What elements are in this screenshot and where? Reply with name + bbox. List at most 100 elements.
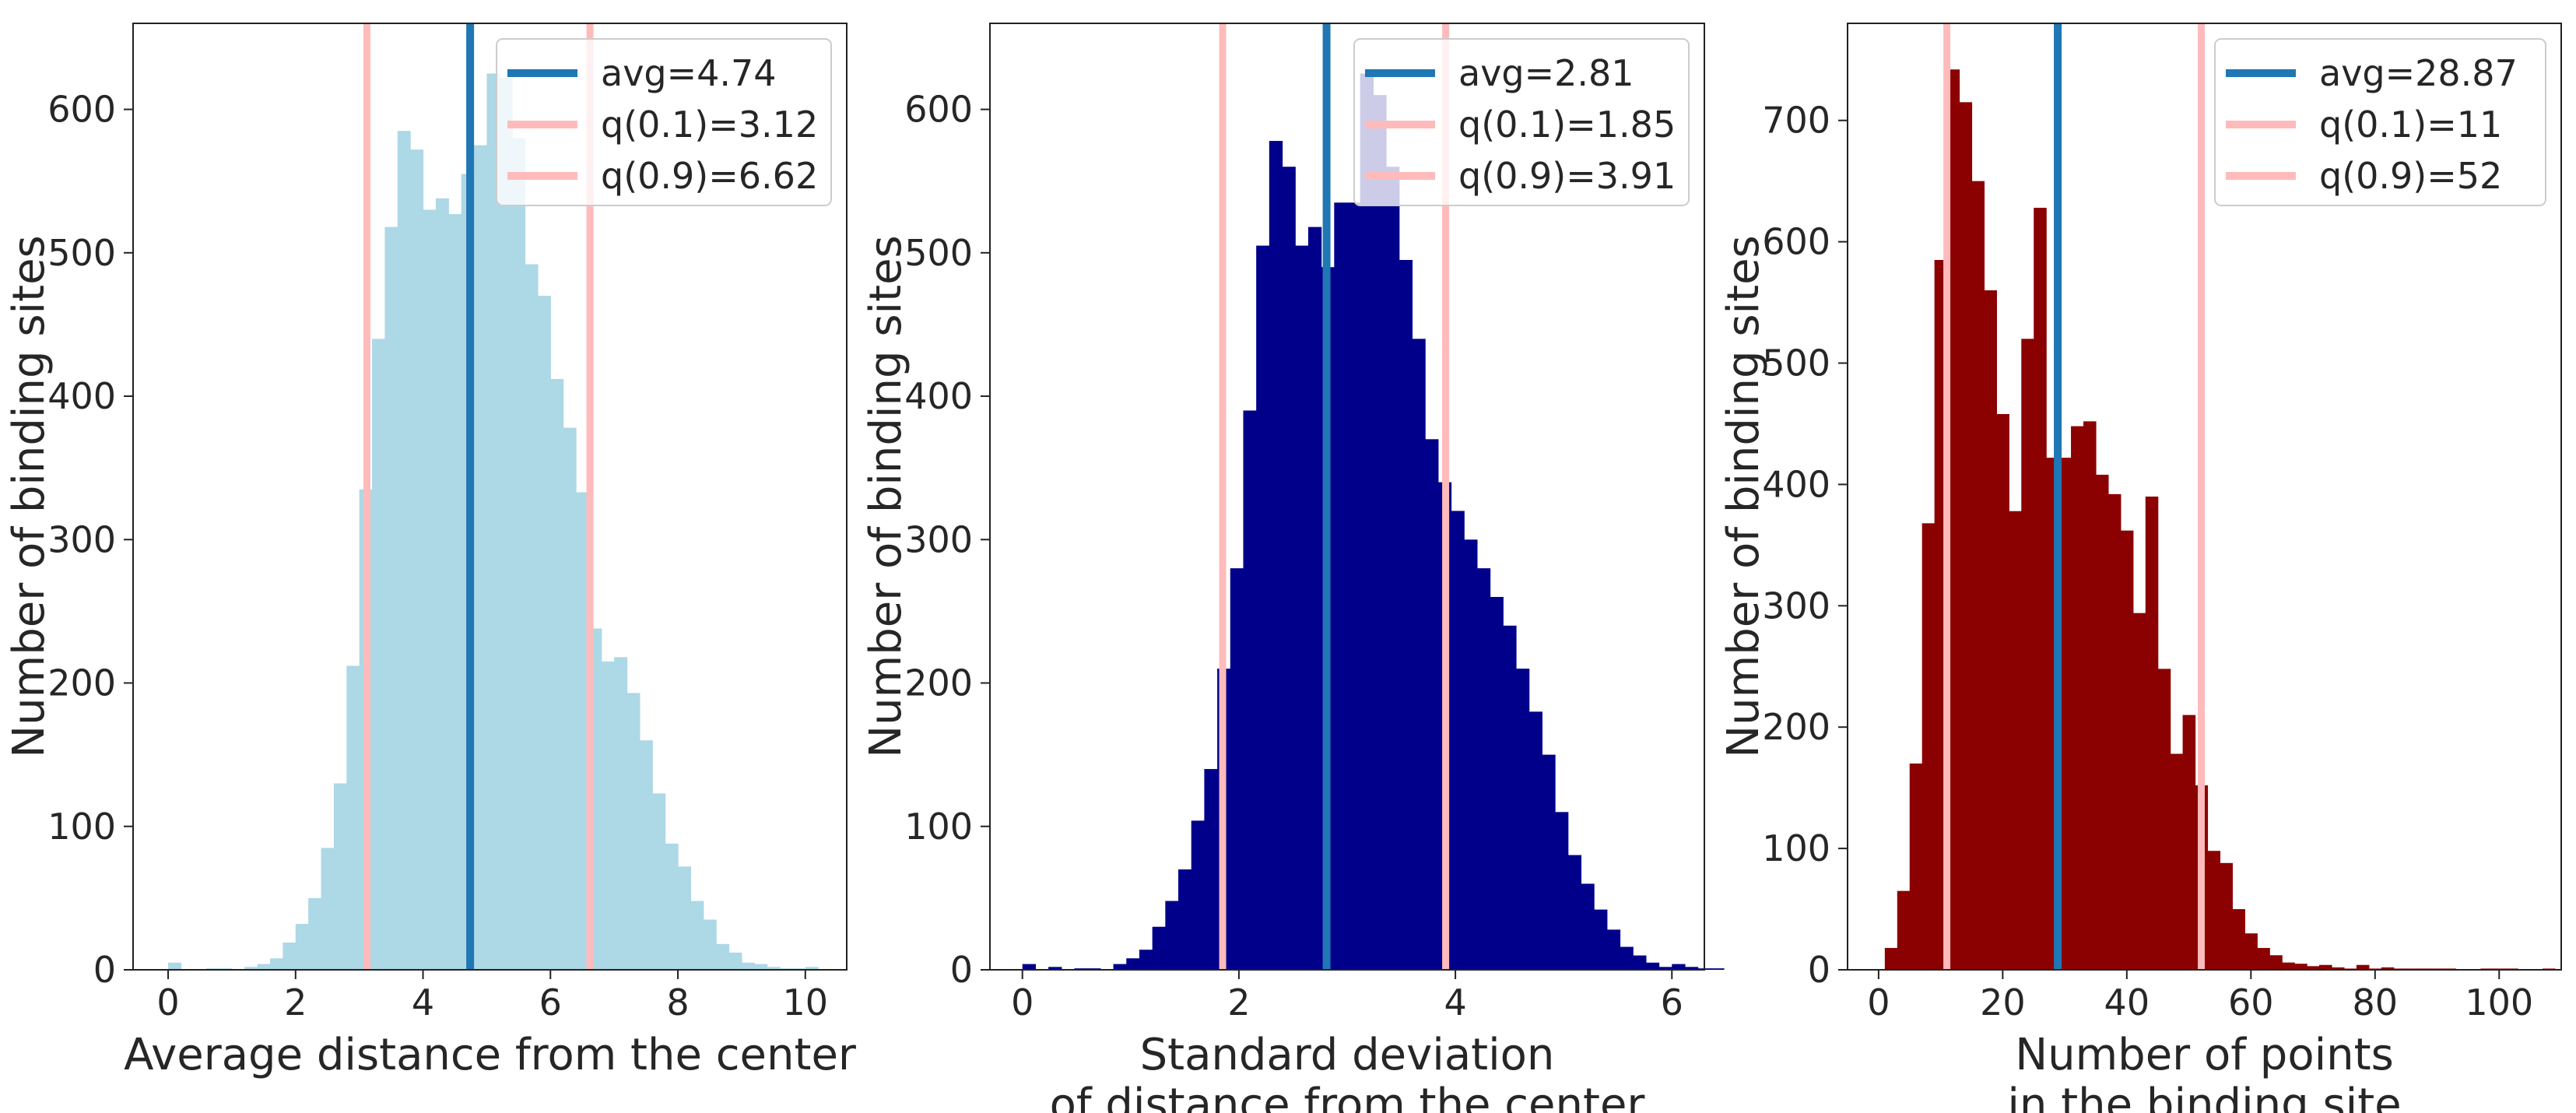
histogram-bar	[652, 793, 666, 970]
y-tick-label: 200	[47, 662, 116, 704]
histogram-bar	[308, 897, 322, 970]
subplot-middle: 0 2 4 6 0 100 200 300 400 500 600 Standard deviatio…	[861, 23, 1725, 1113]
histogram-bar	[2083, 421, 2097, 970]
histogram-bar	[1113, 964, 1127, 970]
legend: avg=28.87 q(0.1)=11 q(0.9)=52	[2214, 38, 2546, 206]
histogram-bar	[1684, 967, 1699, 970]
histogram-bar	[525, 264, 539, 970]
histogram-bar	[333, 783, 347, 970]
histogram-bar	[1139, 950, 1153, 970]
histogram-bar	[2120, 530, 2134, 970]
subplot-right: 0 20 40 60 80 100 0 100 200 300 400 500 600 700 Number…	[1718, 23, 2562, 1113]
axes-frame	[989, 23, 1705, 971]
histogram-bar	[2095, 474, 2109, 970]
histogram-bar	[2107, 493, 2122, 970]
histogram-bar	[1476, 568, 1491, 970]
histogram-bar	[435, 198, 449, 970]
histogram-bar	[270, 958, 284, 970]
histogram-bar	[2319, 964, 2332, 970]
histogram-bar	[767, 967, 781, 970]
y-tick-label: 200	[904, 662, 973, 704]
histogram-bar	[257, 964, 271, 970]
histogram-bars	[1022, 73, 1725, 971]
histogram-bar	[1959, 102, 1973, 971]
histogram-bar	[1984, 290, 1997, 971]
y-tick-label: 300	[904, 518, 973, 560]
histogram-bar	[805, 967, 819, 970]
legend: avg=2.81 q(0.1)=1.85 q(0.9)=3.91	[1353, 38, 1690, 206]
histogram-bar	[1152, 926, 1166, 970]
x-axis-label: Standard deviation of distance from the c…	[1050, 1030, 1646, 1113]
histogram-bar	[716, 943, 730, 970]
histogram-bar	[2034, 207, 2047, 971]
legend: avg=4.74 q(0.1)=3.12 q(0.9)=6.62	[496, 38, 832, 206]
y-tick-label: 600	[904, 89, 973, 131]
y-tick-label: 300	[1762, 585, 1830, 627]
x-axis-label-line: in the binding site	[2007, 1080, 2401, 1113]
histogram-bar	[1606, 929, 1621, 970]
x-tick-label: 80	[2353, 981, 2399, 1023]
x-tick-label: 4	[412, 981, 434, 1023]
histogram-bar	[1542, 754, 1556, 970]
histogram-bar	[372, 339, 385, 971]
histogram-bar	[1334, 202, 1348, 970]
x-axis-label-line: Average distance from the center	[124, 1030, 857, 1080]
y-tick-label: 300	[47, 518, 116, 560]
legend-label: q(0.1)=11	[2319, 104, 2502, 146]
histogram-bar	[1256, 245, 1270, 971]
histogram-bar	[2132, 613, 2146, 970]
histogram-bar	[346, 665, 360, 970]
histogram-bar	[1581, 883, 1595, 970]
histogram-bar	[1594, 909, 1608, 970]
histogram-bar	[2257, 947, 2270, 970]
histogram-bar	[1528, 711, 1542, 970]
histogram-bar	[1658, 967, 1672, 970]
histogram-bar	[2058, 458, 2072, 970]
y-tick-label: 500	[47, 232, 116, 274]
histogram-bar	[384, 226, 398, 970]
y-tick-label: 600	[47, 89, 116, 131]
x-axis-label: Number of points in the binding site	[2007, 1030, 2401, 1113]
histogram-bar	[486, 73, 500, 971]
histogram-bar	[2021, 339, 2034, 971]
histogram-bar	[2381, 967, 2395, 970]
histogram-bar	[1243, 410, 1257, 970]
histogram-bar	[474, 145, 488, 971]
histogram-bar	[448, 214, 462, 970]
histogram-bar	[1178, 869, 1192, 970]
histogram-bar	[2220, 862, 2233, 970]
x-tick-label: 20	[1980, 981, 2026, 1023]
histogram-bar	[1567, 855, 1582, 970]
axes-frame	[1847, 23, 2562, 971]
histogram-bar	[1307, 226, 1322, 970]
histogram-bar	[1620, 946, 1634, 970]
y-tick-label: 200	[1762, 706, 1830, 748]
histogram-bar	[1230, 568, 1244, 970]
histogram-bar	[499, 78, 513, 970]
histogram-bar	[1909, 763, 1923, 970]
y-tick-label: 0	[1808, 949, 1830, 991]
y-tick-label: 0	[950, 949, 973, 991]
histogram-bar	[283, 942, 297, 970]
histogram-bar	[665, 843, 679, 970]
x-axis-label-line: of distance from the center	[1050, 1080, 1646, 1113]
histogram-bar	[1996, 413, 2009, 970]
histogram-bar	[2207, 851, 2221, 970]
histogram-bar	[2232, 909, 2245, 970]
x-tick-label: 0	[1011, 981, 1034, 1023]
histogram-bar	[1360, 73, 1374, 971]
histogram-bar	[1191, 820, 1205, 970]
legend-box	[1353, 38, 1690, 206]
y-tick-label: 100	[1762, 827, 1830, 869]
histogram-bar	[423, 209, 437, 970]
legend-label: q(0.1)=1.85	[1458, 104, 1676, 146]
x-tick-label: 4	[1444, 981, 1466, 1023]
histogram-bar	[1048, 967, 1062, 970]
x-tick-label: 0	[156, 981, 179, 1023]
histogram-bar	[1645, 962, 1660, 970]
x-tick-label: 6	[539, 981, 562, 1023]
legend-label: q(0.9)=52	[2319, 155, 2502, 197]
x-axis-label-line: Standard deviation	[1140, 1030, 1555, 1080]
